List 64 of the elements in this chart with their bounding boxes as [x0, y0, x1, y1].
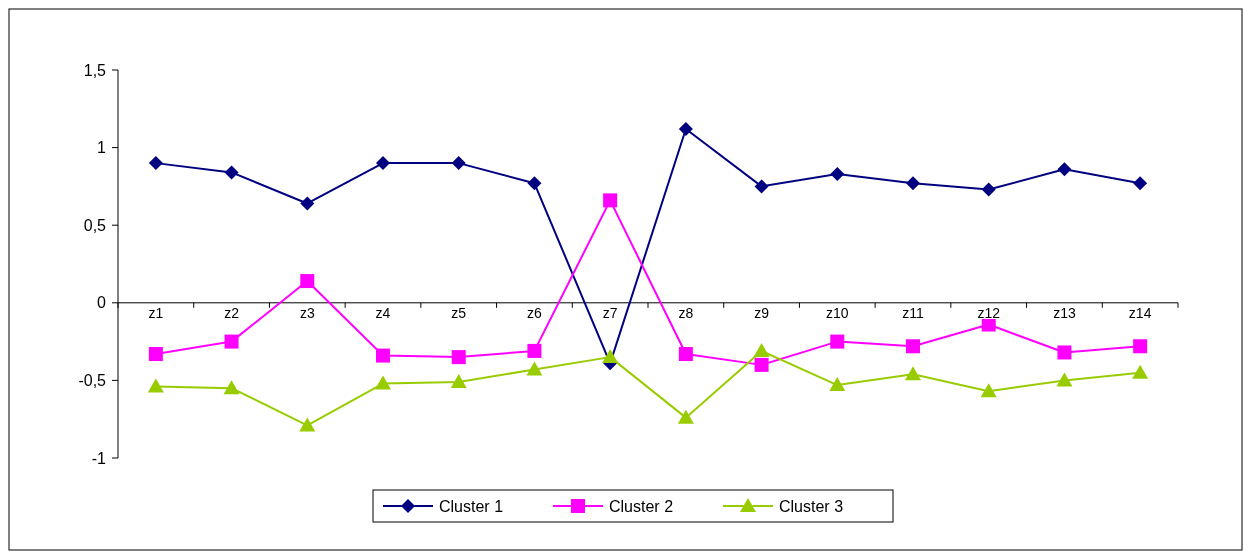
point [1057, 345, 1072, 360]
x-tick-label: z6 [527, 304, 543, 321]
point [451, 156, 466, 171]
x-tick-label: z2 [224, 304, 240, 321]
point [527, 343, 542, 358]
point [223, 380, 240, 395]
point [905, 366, 921, 381]
point [602, 349, 619, 364]
y-tick-label: 1,5 [83, 61, 107, 79]
point [224, 165, 239, 180]
x-tick-label: z3 [299, 304, 315, 321]
point [450, 373, 467, 388]
point [376, 156, 390, 171]
y-tick-label: -1 [91, 449, 107, 467]
point [603, 193, 618, 208]
x-tick-label: z14 [1128, 304, 1152, 321]
point [300, 274, 315, 289]
point [830, 334, 845, 349]
point [829, 377, 846, 392]
x-tick-label: z10 [826, 304, 849, 321]
point [147, 378, 164, 393]
point [981, 182, 996, 197]
x-tick-label: z4 [375, 304, 391, 321]
point [224, 334, 239, 349]
point [1057, 162, 1072, 177]
x-tick-label: z11 [902, 304, 924, 321]
x-tick-label: z5 [451, 304, 467, 321]
y-tick-label: 1 [97, 139, 107, 157]
x-tick-label: z8 [678, 304, 694, 321]
y-tick-label: 0,5 [83, 216, 107, 234]
point [677, 409, 694, 424]
x-tick-label: z12 [977, 304, 1001, 321]
point [527, 176, 542, 191]
point [148, 156, 163, 171]
x-tick-label: z1 [148, 304, 164, 321]
legend-label: Cluster 2 [609, 497, 674, 515]
point [376, 348, 390, 363]
point [451, 350, 466, 365]
point [1056, 372, 1073, 387]
y-tick-label: -0,5 [78, 372, 107, 389]
point [1133, 339, 1148, 354]
point [906, 176, 920, 191]
point [980, 383, 997, 398]
point [754, 179, 769, 194]
point [526, 361, 543, 376]
x-tick-label: z13 [1053, 304, 1076, 321]
x-tick-label: z9 [754, 304, 770, 321]
point [148, 347, 163, 362]
point [678, 121, 693, 136]
point [981, 317, 996, 332]
point [678, 347, 693, 362]
y-tick-label: 0 [97, 294, 107, 312]
point [906, 339, 920, 354]
legend-label: Cluster 1 [439, 497, 504, 515]
point [1133, 176, 1148, 191]
point [754, 357, 769, 372]
point [1132, 364, 1149, 379]
point [300, 196, 315, 211]
point [375, 375, 391, 390]
legend-label: Cluster 3 [779, 497, 844, 515]
point [299, 417, 316, 432]
point [753, 342, 770, 357]
x-tick-label: z7 [602, 304, 618, 321]
point [830, 166, 845, 181]
